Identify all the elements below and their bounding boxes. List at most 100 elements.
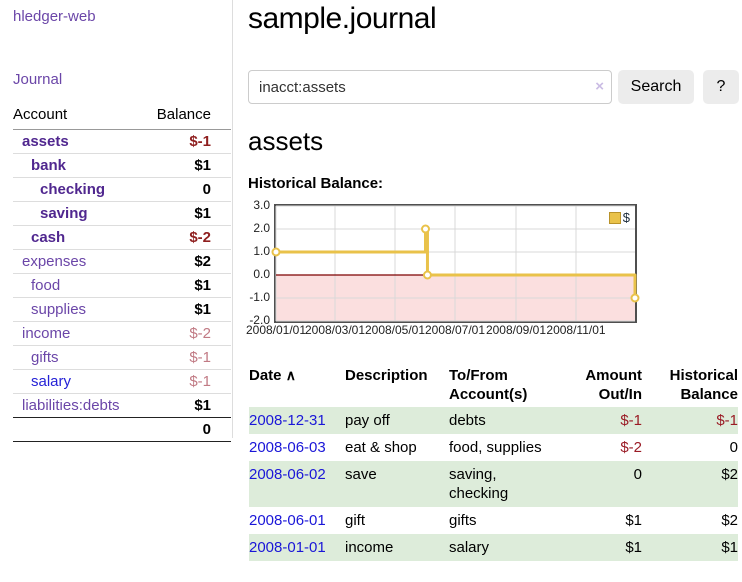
y-axis-tick-label: 0.0 — [253, 267, 270, 281]
transaction-date-link[interactable]: 2008-06-02 — [249, 466, 326, 483]
accounts-table: Account Balance assets $-1 bank $1 check… — [13, 103, 231, 442]
register-header-date[interactable]: Date ∧ — [249, 363, 345, 407]
transaction-accounts: saving, checking — [449, 466, 509, 502]
register-header-accounts: To/From Account(s) — [449, 363, 554, 407]
account-link-assets[interactable]: assets — [22, 133, 69, 150]
transaction-row: 2008-06-03 eat & shop food, supplies $-2… — [249, 434, 738, 461]
account-balance: $-2 — [141, 321, 231, 346]
register-header-amount: Amount Out/In — [554, 363, 642, 407]
register-header-description: Description — [345, 367, 428, 384]
amount-header-line1: Amount — [585, 367, 642, 384]
sidebar: hledger-web Journal Account Balance asse… — [0, 0, 233, 442]
accounts-total-row: 0 — [13, 417, 231, 442]
x-axis-tick-label: 2008/05/01 — [364, 323, 426, 337]
transaction-accounts: salary — [449, 539, 490, 556]
chart-legend: $ — [606, 209, 632, 226]
account-row: expenses $2 — [13, 249, 231, 274]
account-link-income[interactable]: income — [22, 325, 71, 342]
transaction-accounts: gifts — [449, 512, 477, 529]
transaction-date-link[interactable]: 2008-06-01 — [249, 512, 326, 529]
account-row: salary $-1 — [13, 369, 231, 394]
date-header-label: Date — [249, 367, 282, 384]
transaction-date-link[interactable]: 2008-06-03 — [249, 439, 326, 456]
account-link-expenses[interactable]: expenses — [22, 253, 87, 270]
balance-chart: $ 3.0 2.0 1.0 0.0 -1.0 -2.0 2008/01/01 2008/03/… — [246, 198, 742, 343]
help-button[interactable]: ? — [703, 70, 739, 104]
account-link-bank[interactable]: bank — [31, 157, 67, 174]
account-balance: $1 — [141, 273, 231, 298]
transaction-row: 2008-06-01 gift gifts $1 $2 — [249, 507, 738, 534]
account-link-supplies[interactable]: supplies — [31, 301, 87, 318]
transaction-description: pay off — [345, 412, 390, 429]
x-axis-tick-label: 2008/09/01 — [485, 323, 547, 337]
search-input[interactable] — [248, 70, 612, 104]
transaction-amount: $-2 — [620, 439, 642, 456]
accounts-header-balance: Balance — [141, 103, 231, 130]
account-row: assets $-1 — [13, 130, 231, 154]
chart-plot-area[interactable]: $ — [271, 204, 640, 323]
transaction-balance: $2 — [721, 466, 738, 483]
legend-swatch-icon — [608, 211, 621, 224]
sort-ascending-icon: ∧ — [285, 367, 296, 383]
x-axis-tick-label: 2008/07/01 — [424, 323, 486, 337]
x-axis-tick-label: 2008/01/01 — [245, 323, 307, 337]
main-content: sample.journal × Search ? assets Histori… — [246, 0, 742, 582]
transaction-description: gift — [345, 512, 366, 529]
y-axis-tick-label: -2.0 — [249, 313, 270, 327]
accounts-total: 0 — [141, 417, 231, 442]
account-balance: $-1 — [141, 345, 231, 370]
accounts-header-line1: To/From — [449, 367, 508, 384]
account-row: food $1 — [13, 273, 231, 298]
transaction-description: eat & shop — [345, 439, 417, 456]
account-link-saving[interactable]: saving — [40, 205, 88, 222]
account-link-checking[interactable]: checking — [40, 181, 106, 198]
transaction-amount: $1 — [625, 539, 642, 556]
account-row: income $-2 — [13, 321, 231, 346]
register-header-balance: Historical Balance — [642, 363, 738, 407]
x-axis-tick-label: 2008/03/01 — [304, 323, 366, 337]
transaction-amount: $-1 — [620, 412, 642, 429]
account-row: checking 0 — [13, 177, 231, 202]
balance-header-line2: Balance — [680, 386, 738, 403]
transaction-balance: $1 — [721, 539, 738, 556]
clear-search-icon[interactable]: × — [595, 78, 604, 95]
search-button[interactable]: Search — [618, 70, 694, 104]
account-balance: $-2 — [141, 225, 231, 250]
transaction-date-link[interactable]: 2008-01-01 — [249, 539, 326, 556]
account-balance: $-1 — [189, 133, 211, 150]
account-balance: 0 — [141, 177, 231, 202]
chart-series — [271, 205, 640, 322]
transaction-balance: 0 — [729, 439, 738, 456]
accounts-header-line2: Account(s) — [449, 386, 528, 403]
brand-link[interactable]: hledger-web — [13, 8, 96, 25]
account-link-food[interactable]: food — [31, 277, 61, 294]
account-link-liabilities-debts[interactable]: liabilities:debts — [22, 397, 120, 414]
register-table: Date ∧ Description To/From Account(s) Am… — [249, 363, 738, 561]
transaction-balance: $2 — [721, 512, 738, 529]
register-header-row: Date ∧ Description To/From Account(s) Am… — [249, 363, 738, 407]
balance-header-line1: Historical — [669, 367, 738, 384]
search-form: × Search ? — [248, 70, 742, 104]
account-balance: $2 — [141, 249, 231, 274]
transaction-row: 2008-06-02 save saving, checking 0 $2 — [249, 461, 738, 507]
transaction-accounts: food, supplies — [449, 439, 542, 456]
search-input-wrap: × — [248, 70, 612, 104]
account-link-gifts[interactable]: gifts — [31, 349, 59, 366]
account-link-salary[interactable]: salary — [31, 373, 72, 390]
transaction-row: 2008-01-01 income salary $1 $1 — [249, 534, 738, 561]
account-balance: $1 — [141, 297, 231, 322]
accounts-header-account: Account — [13, 103, 142, 130]
transaction-balance: $-1 — [716, 412, 738, 429]
y-axis-tick-label: 2.0 — [253, 221, 270, 235]
account-row: saving $1 — [13, 201, 231, 226]
account-row: liabilities:debts $1 — [13, 393, 231, 418]
sidebar-item-journal[interactable]: Journal — [13, 71, 63, 88]
transaction-date-link[interactable]: 2008-12-31 — [249, 412, 326, 429]
account-heading: assets — [248, 126, 324, 156]
account-balance: $1 — [141, 153, 231, 178]
account-row: supplies $1 — [13, 297, 231, 322]
account-link-cash[interactable]: cash — [31, 229, 66, 246]
chart-title: Historical Balance: — [248, 175, 384, 192]
y-axis-tick-label: 3.0 — [253, 198, 270, 212]
amount-header-line2: Out/In — [598, 386, 642, 403]
